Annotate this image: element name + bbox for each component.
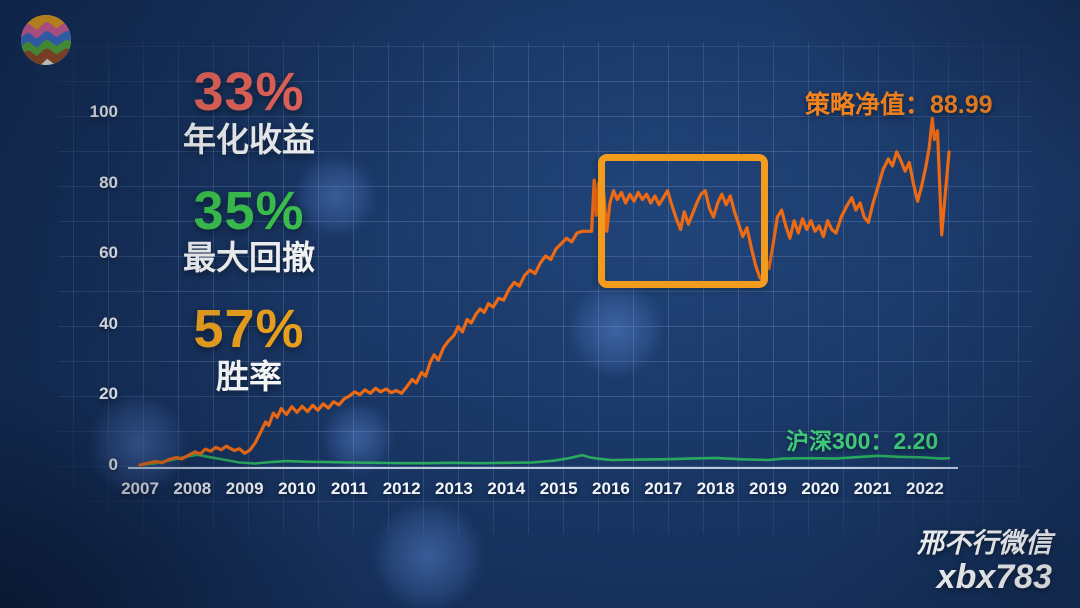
x-tick-label: 2012 — [382, 479, 421, 498]
x-tick-label: 2020 — [801, 479, 840, 498]
stat-label: 胜率 — [216, 357, 282, 395]
strategy-value-label: 策略净值：88.99 — [805, 91, 993, 119]
stat-label: 最大回撤 — [183, 239, 315, 277]
y-tick-label: 60 — [99, 243, 118, 263]
brand-logo-icon — [21, 15, 71, 65]
y-tick-label: 20 — [99, 384, 118, 404]
watermark-line1: 邢不行微信 — [917, 527, 1052, 558]
stats-panel: 33% 年化收益 35% 最大回撤 57% 胜率 — [118, 64, 380, 396]
y-tick-label: 0 — [108, 455, 118, 474]
highlight-box — [597, 153, 768, 288]
y-tick-label: 80 — [99, 172, 118, 192]
benchmark-line — [138, 453, 951, 467]
stat-win-rate: 57% 胜率 — [193, 301, 304, 396]
x-tick-label: 2007 — [121, 479, 159, 498]
benchmark-value-label: 沪深300：2.20 — [786, 428, 939, 454]
x-tick-label: 2019 — [749, 479, 787, 498]
x-tick-label: 2009 — [225, 479, 264, 498]
y-tick-label: 40 — [99, 313, 118, 333]
stat-max-drawdown: 35% 最大回撤 — [183, 180, 315, 278]
x-tick-label: 2010 — [278, 479, 316, 498]
y-tick-label: 100 — [89, 102, 118, 121]
x-tick-label: 2008 — [173, 479, 212, 498]
stat-label: 年化收益 — [183, 120, 315, 158]
x-tick-label: 2015 — [539, 479, 578, 498]
x-tick-label: 2013 — [435, 479, 473, 498]
x-tick-label: 2011 — [330, 479, 368, 498]
stat-value: 57% — [193, 299, 305, 360]
stat-value: 35% — [193, 180, 305, 241]
x-tick-label: 2014 — [487, 479, 526, 498]
x-tick-label: 2016 — [592, 479, 630, 498]
x-tick-label: 2017 — [644, 479, 683, 498]
stat-value: 33% — [193, 62, 305, 122]
x-tick-label: 2018 — [696, 479, 735, 498]
x-tick-label: 2021 — [853, 479, 892, 498]
stat-annualized-return: 33% 年化收益 — [183, 64, 315, 159]
x-tick-label: 2022 — [906, 479, 944, 498]
watermark-line2: xbx783 — [936, 557, 1052, 596]
watermark: 邢不行微信 xbx783 — [917, 528, 1052, 596]
